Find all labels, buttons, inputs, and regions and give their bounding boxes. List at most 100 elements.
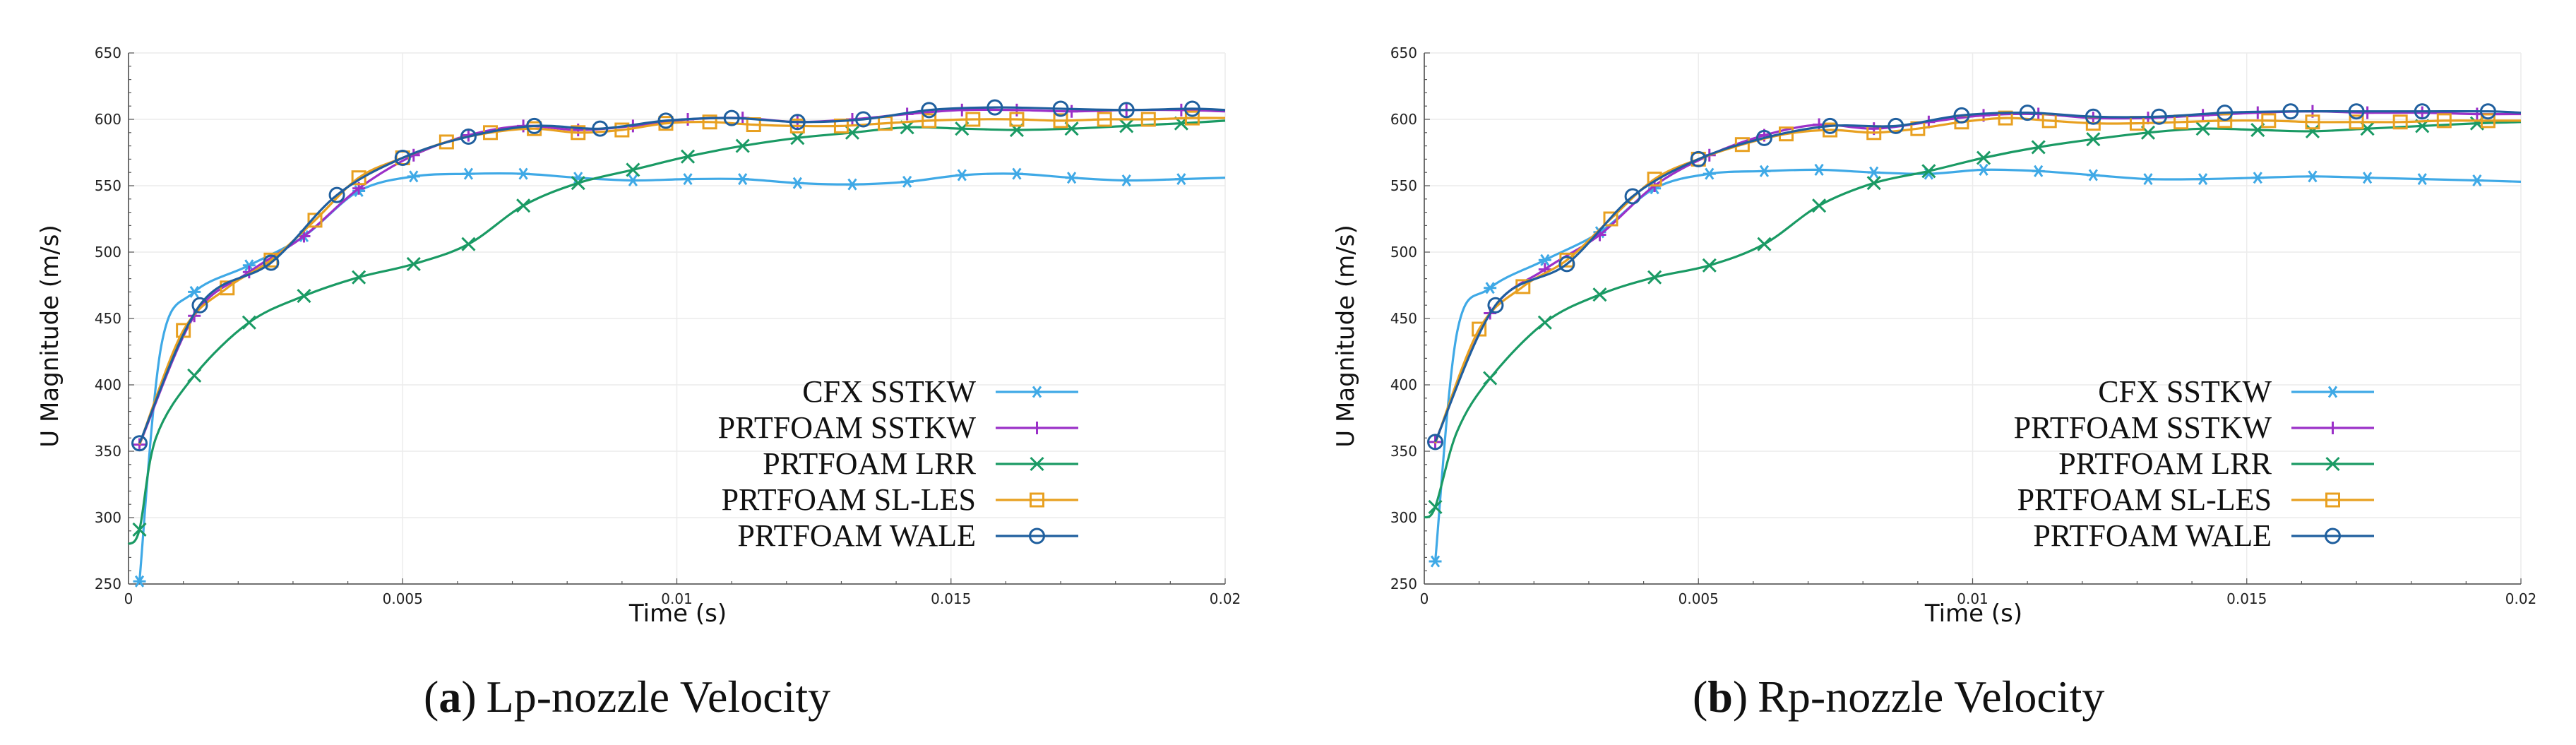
data-point [1867, 166, 1880, 179]
data-point [191, 297, 208, 314]
legend-label: PRTFOAM LRR [763, 446, 976, 481]
data-point [1822, 117, 1839, 134]
data-point [133, 575, 146, 588]
series-line [1434, 117, 2521, 444]
data-point [2141, 173, 2154, 186]
data-point [1690, 150, 1707, 167]
data-point [2361, 172, 2374, 184]
data-point [2282, 103, 2299, 120]
data-point [2086, 132, 2101, 147]
data-point [2348, 103, 2365, 120]
data-point [407, 170, 420, 183]
data-point [1755, 129, 1772, 146]
legend-label: CFX SSTKW [2098, 374, 2272, 409]
data-point [2416, 173, 2429, 186]
data-point [680, 149, 696, 164]
data-point [1010, 103, 1023, 117]
y-tick-label: 400 [1390, 376, 1417, 393]
data-point [626, 174, 640, 186]
data-point [1976, 150, 1991, 165]
caption-a: (a) Lp-nozzle Velocity [424, 672, 830, 722]
legend-item-prtfoam-sstkw: PRTFOAM SSTKW [718, 410, 1078, 445]
x-tick-label: 0.02 [2505, 590, 2537, 607]
data-point [2470, 174, 2483, 186]
legend-marker [2325, 528, 2341, 544]
y-tick-label: 500 [95, 244, 121, 261]
y-tick-labels: 250 300 350 400 450 500 550 600 650 [95, 44, 121, 592]
legend-label: PRTFOAM WALE [2033, 518, 2272, 553]
legend-item-prtfoam-wale: PRTFOAM WALE [737, 518, 1078, 553]
y-tick-label: 550 [1390, 177, 1417, 194]
data-point [955, 169, 969, 181]
legend-marker [1029, 528, 1045, 544]
x-axis-label: Time (s) [1924, 600, 2022, 628]
data-point [132, 522, 147, 537]
plot-series [1423, 103, 2522, 568]
grid-lines [128, 52, 1226, 585]
data-point [702, 114, 717, 130]
y-tick-label: 250 [95, 576, 121, 592]
data-point [1487, 297, 1504, 314]
data-point [2414, 103, 2431, 120]
data-point [1702, 258, 1717, 273]
data-point [657, 112, 674, 129]
data-point [1977, 163, 1991, 176]
data-point [681, 173, 695, 186]
legend-marker [2325, 456, 2340, 472]
data-point [1428, 499, 1443, 515]
data-point [187, 368, 202, 383]
legend-marker [2326, 422, 2339, 434]
series-line [138, 108, 1226, 446]
x-axis-label: Time (s) [628, 600, 727, 628]
legend-label: PRTFOAM LRR [2058, 446, 2272, 481]
y-tick-label: 350 [95, 443, 121, 460]
data-point [2031, 140, 2046, 155]
data-point [845, 178, 859, 191]
legend-marker [1030, 422, 1044, 434]
panel-b: 250 300 350 400 450 500 550 600 650 0 0.005 0.01 0.… [1332, 44, 2536, 722]
x-tick-label: 0.02 [1210, 590, 1241, 607]
y-tick-label: 550 [95, 177, 121, 194]
data-point [986, 99, 1003, 116]
legend-label: CFX SSTKW [802, 374, 976, 409]
data-point [1624, 188, 1641, 205]
data-point [1921, 164, 1936, 179]
data-point [2392, 114, 2408, 130]
axes [128, 52, 1226, 585]
x-tick-label: 0 [1420, 590, 1429, 607]
data-point [900, 175, 914, 188]
data-point [1065, 172, 1078, 184]
data-point [1998, 110, 2013, 126]
data-point [1888, 117, 1904, 134]
legend-item-prtfoam-wale: PRTFOAM WALE [2033, 518, 2374, 553]
legend-item-prtfoam-sl-les: PRTFOAM SL-LES [2017, 482, 2374, 517]
x-tick-labels: 0 0.005 0.01 0.015 0.02 [124, 590, 1241, 607]
series-line [1423, 121, 2522, 519]
x-tick-label: 0.005 [383, 590, 423, 607]
data-point [1647, 172, 1662, 187]
data-point [1010, 167, 1023, 180]
data-point [516, 198, 531, 213]
data-point [352, 270, 366, 285]
y-tick-label: 300 [1390, 509, 1417, 526]
data-point [571, 125, 586, 141]
x-tick-label: 0.01 [661, 590, 693, 607]
data-point [2195, 121, 2210, 136]
data-point [517, 167, 530, 180]
legend-marker [1030, 386, 1044, 398]
legend-item-prtfoam-lrr: PRTFOAM LRR [763, 446, 1078, 481]
data-point [2436, 113, 2452, 129]
data-point [2217, 113, 2233, 129]
data-point [1603, 211, 1618, 227]
data-point [351, 170, 366, 186]
data-point [2085, 108, 2101, 125]
y-axis-label: U Magnitude (m/s) [1332, 225, 1360, 447]
data-point [2349, 114, 2364, 130]
data-point [1053, 113, 1068, 129]
data-point [462, 167, 475, 180]
legend-item-prtfoam-lrr: PRTFOAM LRR [2058, 446, 2374, 481]
y-tick-label: 350 [1390, 443, 1417, 460]
data-point [1120, 174, 1133, 186]
